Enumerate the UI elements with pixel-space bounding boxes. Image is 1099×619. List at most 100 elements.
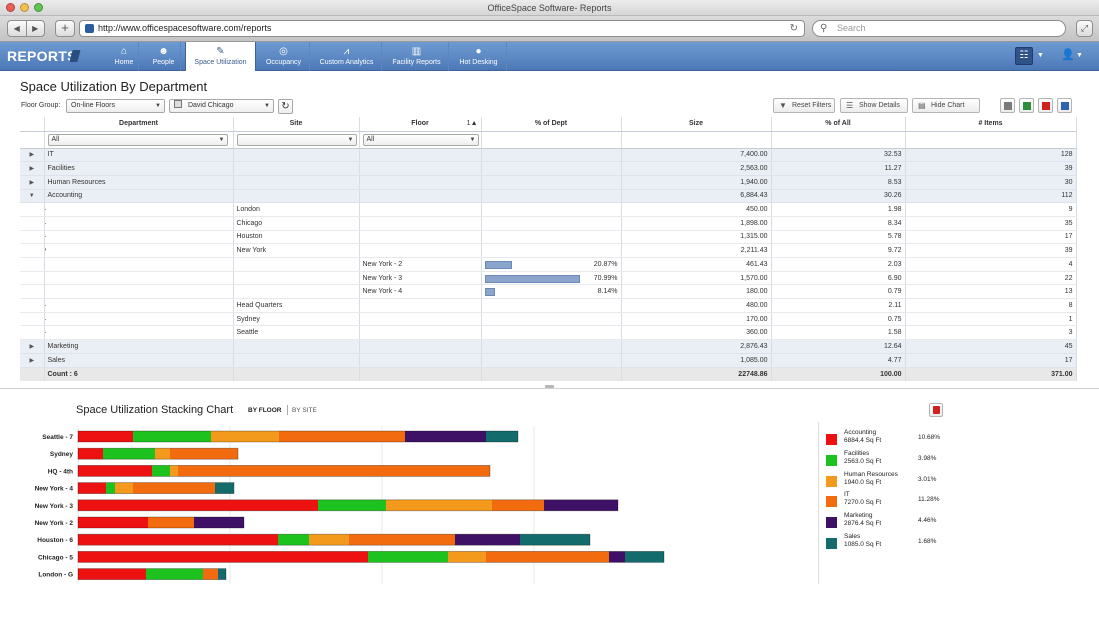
site-select[interactable]: David Chicago ▼ bbox=[169, 99, 274, 113]
bar-segment-facilities[interactable] bbox=[146, 568, 203, 580]
bar-segment-facilities[interactable] bbox=[278, 534, 309, 546]
table-row[interactable]: ▶ Sydney 170.000.751 bbox=[20, 312, 1077, 327]
column-header-pct-dept[interactable]: % of Dept bbox=[481, 117, 622, 132]
refresh-button[interactable]: ↻ bbox=[278, 99, 293, 114]
show-details-button[interactable]: ☰ Show Details bbox=[840, 98, 908, 113]
expand-arrow-icon[interactable]: ▶ bbox=[44, 207, 46, 213]
new-tab-button[interactable]: + bbox=[55, 20, 75, 37]
column-header-items[interactable]: # Items bbox=[905, 117, 1077, 132]
bar-segment-it[interactable] bbox=[178, 465, 490, 477]
search-input[interactable]: ⚲ Search bbox=[812, 20, 1066, 37]
table-row[interactable]: ▶ London 450.001.989 bbox=[20, 202, 1077, 217]
legend-item[interactable]: Facilities 2563.0 Sq Ft 3.98% bbox=[826, 450, 956, 468]
user-icon[interactable]: 👤 bbox=[1061, 49, 1075, 61]
table-row[interactable]: New York - 4 8.14% 180.00 0.79 13 bbox=[20, 284, 1077, 300]
bar-segment-accounting[interactable] bbox=[78, 551, 368, 563]
table-row[interactable]: ▶ Seattle 360.001.583 bbox=[20, 325, 1077, 341]
table-row[interactable]: ▶ Head Quarters 480.002.118 bbox=[20, 298, 1077, 313]
chart-tab-by-floor[interactable]: BY FLOOR bbox=[248, 407, 282, 414]
legend-item[interactable]: Sales 1085.0 Sq Ft 1.68% bbox=[826, 533, 956, 551]
bar-segment-human-resources[interactable] bbox=[211, 431, 279, 442]
expand-arrow-icon[interactable]: ▶ bbox=[20, 339, 45, 354]
column-header-department[interactable]: Department bbox=[44, 117, 234, 132]
bar-segment-it[interactable] bbox=[203, 568, 218, 580]
bar-segment-accounting[interactable] bbox=[78, 431, 133, 442]
bar-segment-facilities[interactable] bbox=[368, 551, 448, 563]
table-row[interactable]: ▶ Human Resources 1,940.00 8.53 30 bbox=[20, 175, 1077, 190]
chart-tab-by-site[interactable]: BY SITE bbox=[292, 407, 317, 414]
pane-splitter[interactable] bbox=[0, 388, 1099, 389]
export-excel-button[interactable] bbox=[1019, 98, 1034, 113]
bar-segment-it[interactable] bbox=[492, 499, 544, 511]
nav-tab-space-utilization[interactable]: ✎ Space Utilization bbox=[185, 42, 256, 71]
bar-segment-it[interactable] bbox=[148, 517, 194, 528]
floor-group-select[interactable]: On-line Floors ▼ bbox=[66, 99, 165, 113]
department-filter-select[interactable]: All ▼ bbox=[47, 133, 228, 146]
close-window-button[interactable] bbox=[6, 3, 15, 12]
collapse-arrow-icon[interactable]: ▼ bbox=[20, 189, 45, 204]
reload-icon[interactable]: ↻ bbox=[789, 23, 798, 34]
bar-segment-accounting[interactable] bbox=[78, 499, 318, 511]
nav-tab-occupancy[interactable]: ◎ Occupancy bbox=[258, 42, 310, 71]
bar-segment-facilities[interactable] bbox=[152, 465, 170, 477]
expand-arrow-icon[interactable]: ▶ bbox=[44, 221, 46, 227]
nav-tab-custom-analytics[interactable]: ⩘ Custom Analytics bbox=[312, 42, 382, 71]
bar-segment-sales[interactable] bbox=[520, 534, 590, 546]
bar-segment-facilities[interactable] bbox=[106, 482, 115, 494]
hide-chart-button[interactable]: ▤ Hide Chart bbox=[912, 98, 980, 113]
bar-segment-it[interactable] bbox=[349, 534, 455, 546]
bar-segment-marketing[interactable] bbox=[609, 551, 625, 563]
column-header-size[interactable]: Size bbox=[621, 117, 772, 132]
expand-arrow-icon[interactable]: ▶ bbox=[44, 317, 46, 323]
column-header-site[interactable]: Site bbox=[233, 117, 360, 132]
minimize-window-button[interactable] bbox=[20, 3, 29, 12]
legend-item[interactable]: Marketing 2876.4 Sq Ft 4.46% bbox=[826, 512, 956, 530]
print-button[interactable] bbox=[1000, 98, 1015, 113]
table-row[interactable]: ▼ Accounting 6,884.43 30.26 112 bbox=[20, 189, 1077, 204]
table-row[interactable]: ▶ Sales 1,085.00 4.77 17 bbox=[20, 353, 1077, 368]
bar-segment-it[interactable] bbox=[486, 551, 609, 563]
bar-segment-human-resources[interactable] bbox=[309, 534, 349, 546]
legend-item[interactable]: Human Resources 1940.0 Sq Ft 3.01% bbox=[826, 471, 956, 489]
address-bar[interactable]: http://www.officespacesoftware.com/repor… bbox=[79, 20, 805, 37]
nav-tab-facility-reports[interactable]: ▥ Facility Reports bbox=[385, 42, 449, 71]
bar-segment-facilities[interactable] bbox=[318, 499, 386, 511]
expand-arrow-icon[interactable]: ▶ bbox=[20, 353, 45, 368]
column-header-floor[interactable]: Floor 1▲ bbox=[359, 117, 482, 132]
column-header-pct-all[interactable]: % of All bbox=[771, 117, 906, 132]
bar-segment-it[interactable] bbox=[170, 448, 238, 460]
site-filter-select[interactable]: ▼ bbox=[236, 133, 357, 146]
zoom-window-button[interactable] bbox=[34, 3, 43, 12]
bar-segment-marketing[interactable] bbox=[405, 431, 486, 442]
bar-segment-accounting[interactable] bbox=[78, 448, 103, 460]
nav-tab-people[interactable]: ☻ People bbox=[147, 42, 181, 71]
bar-segment-sales[interactable] bbox=[486, 431, 518, 442]
bar-segment-human-resources[interactable] bbox=[386, 499, 492, 511]
table-row[interactable]: ▶ Facilities 2,563.00 11.27 39 bbox=[20, 161, 1077, 176]
floor-filter-select[interactable]: All ▼ bbox=[362, 133, 479, 146]
bar-segment-it[interactable] bbox=[133, 482, 215, 494]
expand-arrow-icon[interactable]: ▶ bbox=[44, 234, 46, 240]
forward-arrow-icon[interactable]: ▶ bbox=[32, 24, 39, 33]
bar-segment-it[interactable] bbox=[279, 431, 405, 442]
nav-tab-home[interactable]: ⌂ Home bbox=[110, 42, 139, 71]
bar-segment-marketing[interactable] bbox=[544, 499, 618, 511]
bar-segment-accounting[interactable] bbox=[78, 568, 146, 580]
table-row[interactable]: ▶ IT 7,400.00 32.53 128 bbox=[20, 148, 1077, 163]
legend-item[interactable]: IT 7270.0 Sq Ft 11.28% bbox=[826, 491, 956, 509]
bar-segment-accounting[interactable] bbox=[78, 517, 148, 528]
bar-segment-marketing[interactable] bbox=[455, 534, 520, 546]
bar-segment-sales[interactable] bbox=[215, 482, 234, 494]
bar-segment-accounting[interactable] bbox=[78, 534, 278, 546]
expand-arrow-icon[interactable]: ▶ bbox=[20, 148, 45, 163]
table-row[interactable]: New York - 2 20.87% 461.43 2.03 4 bbox=[20, 257, 1077, 272]
table-row[interactable]: New York - 3 70.99% 1,570.00 6.90 22 bbox=[20, 271, 1077, 286]
bar-segment-facilities[interactable] bbox=[133, 431, 211, 442]
fullscreen-button[interactable]: ⤢ bbox=[1076, 20, 1093, 37]
bar-segment-facilities[interactable] bbox=[103, 448, 155, 460]
app-switcher-button[interactable]: ☷ bbox=[1015, 47, 1033, 65]
collapse-arrow-icon[interactable]: ▼ bbox=[44, 248, 47, 254]
nav-tab-hot-desking[interactable]: ● Hot Desking bbox=[451, 42, 507, 71]
